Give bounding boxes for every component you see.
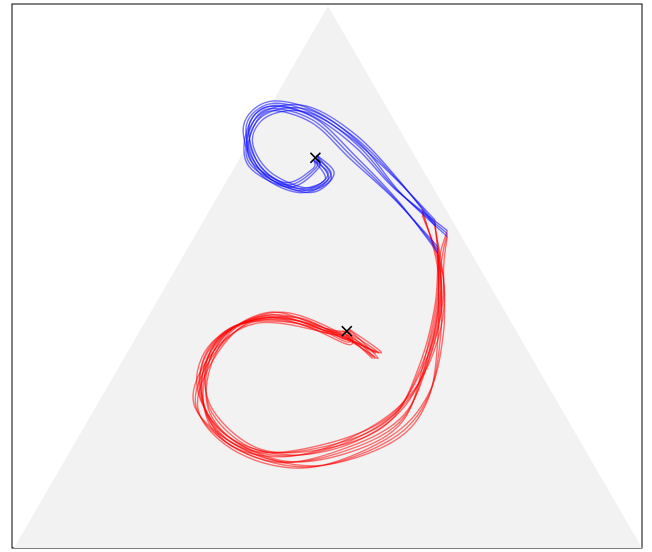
- series-2-trajectory-2-1: [251, 109, 436, 221]
- series-1-trajectory-4-2: [198, 211, 443, 457]
- x-marker-icon: [309, 152, 321, 164]
- series-2-trajectory-3-1: [246, 110, 439, 248]
- series-1-trajectory-4-3: [200, 214, 446, 458]
- series-1-trajectory-4-1: [195, 208, 440, 456]
- simplex-triangle: [14, 6, 642, 548]
- series-2-trajectory-3-2: [245, 107, 439, 251]
- x-marker-icon: [341, 325, 353, 337]
- series-2-trajectory-1-1: [247, 104, 448, 232]
- series-2-trajectory-3-3: [243, 105, 439, 254]
- series-2-trajectory-1-2: [245, 102, 448, 235]
- series-2-trajectories: [242, 100, 448, 254]
- marker-layer: [309, 152, 353, 337]
